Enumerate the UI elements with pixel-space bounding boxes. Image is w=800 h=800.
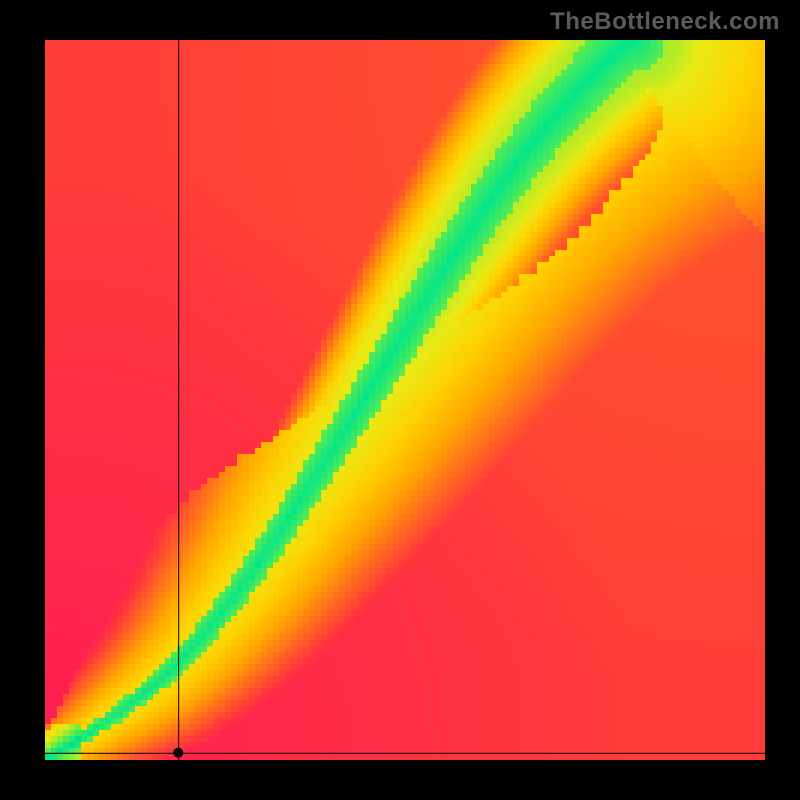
crosshair-overlay (45, 40, 765, 760)
heatmap-plot (45, 40, 765, 760)
chart-container: TheBottleneck.com (0, 0, 800, 800)
attribution-text: TheBottleneck.com (550, 8, 780, 36)
